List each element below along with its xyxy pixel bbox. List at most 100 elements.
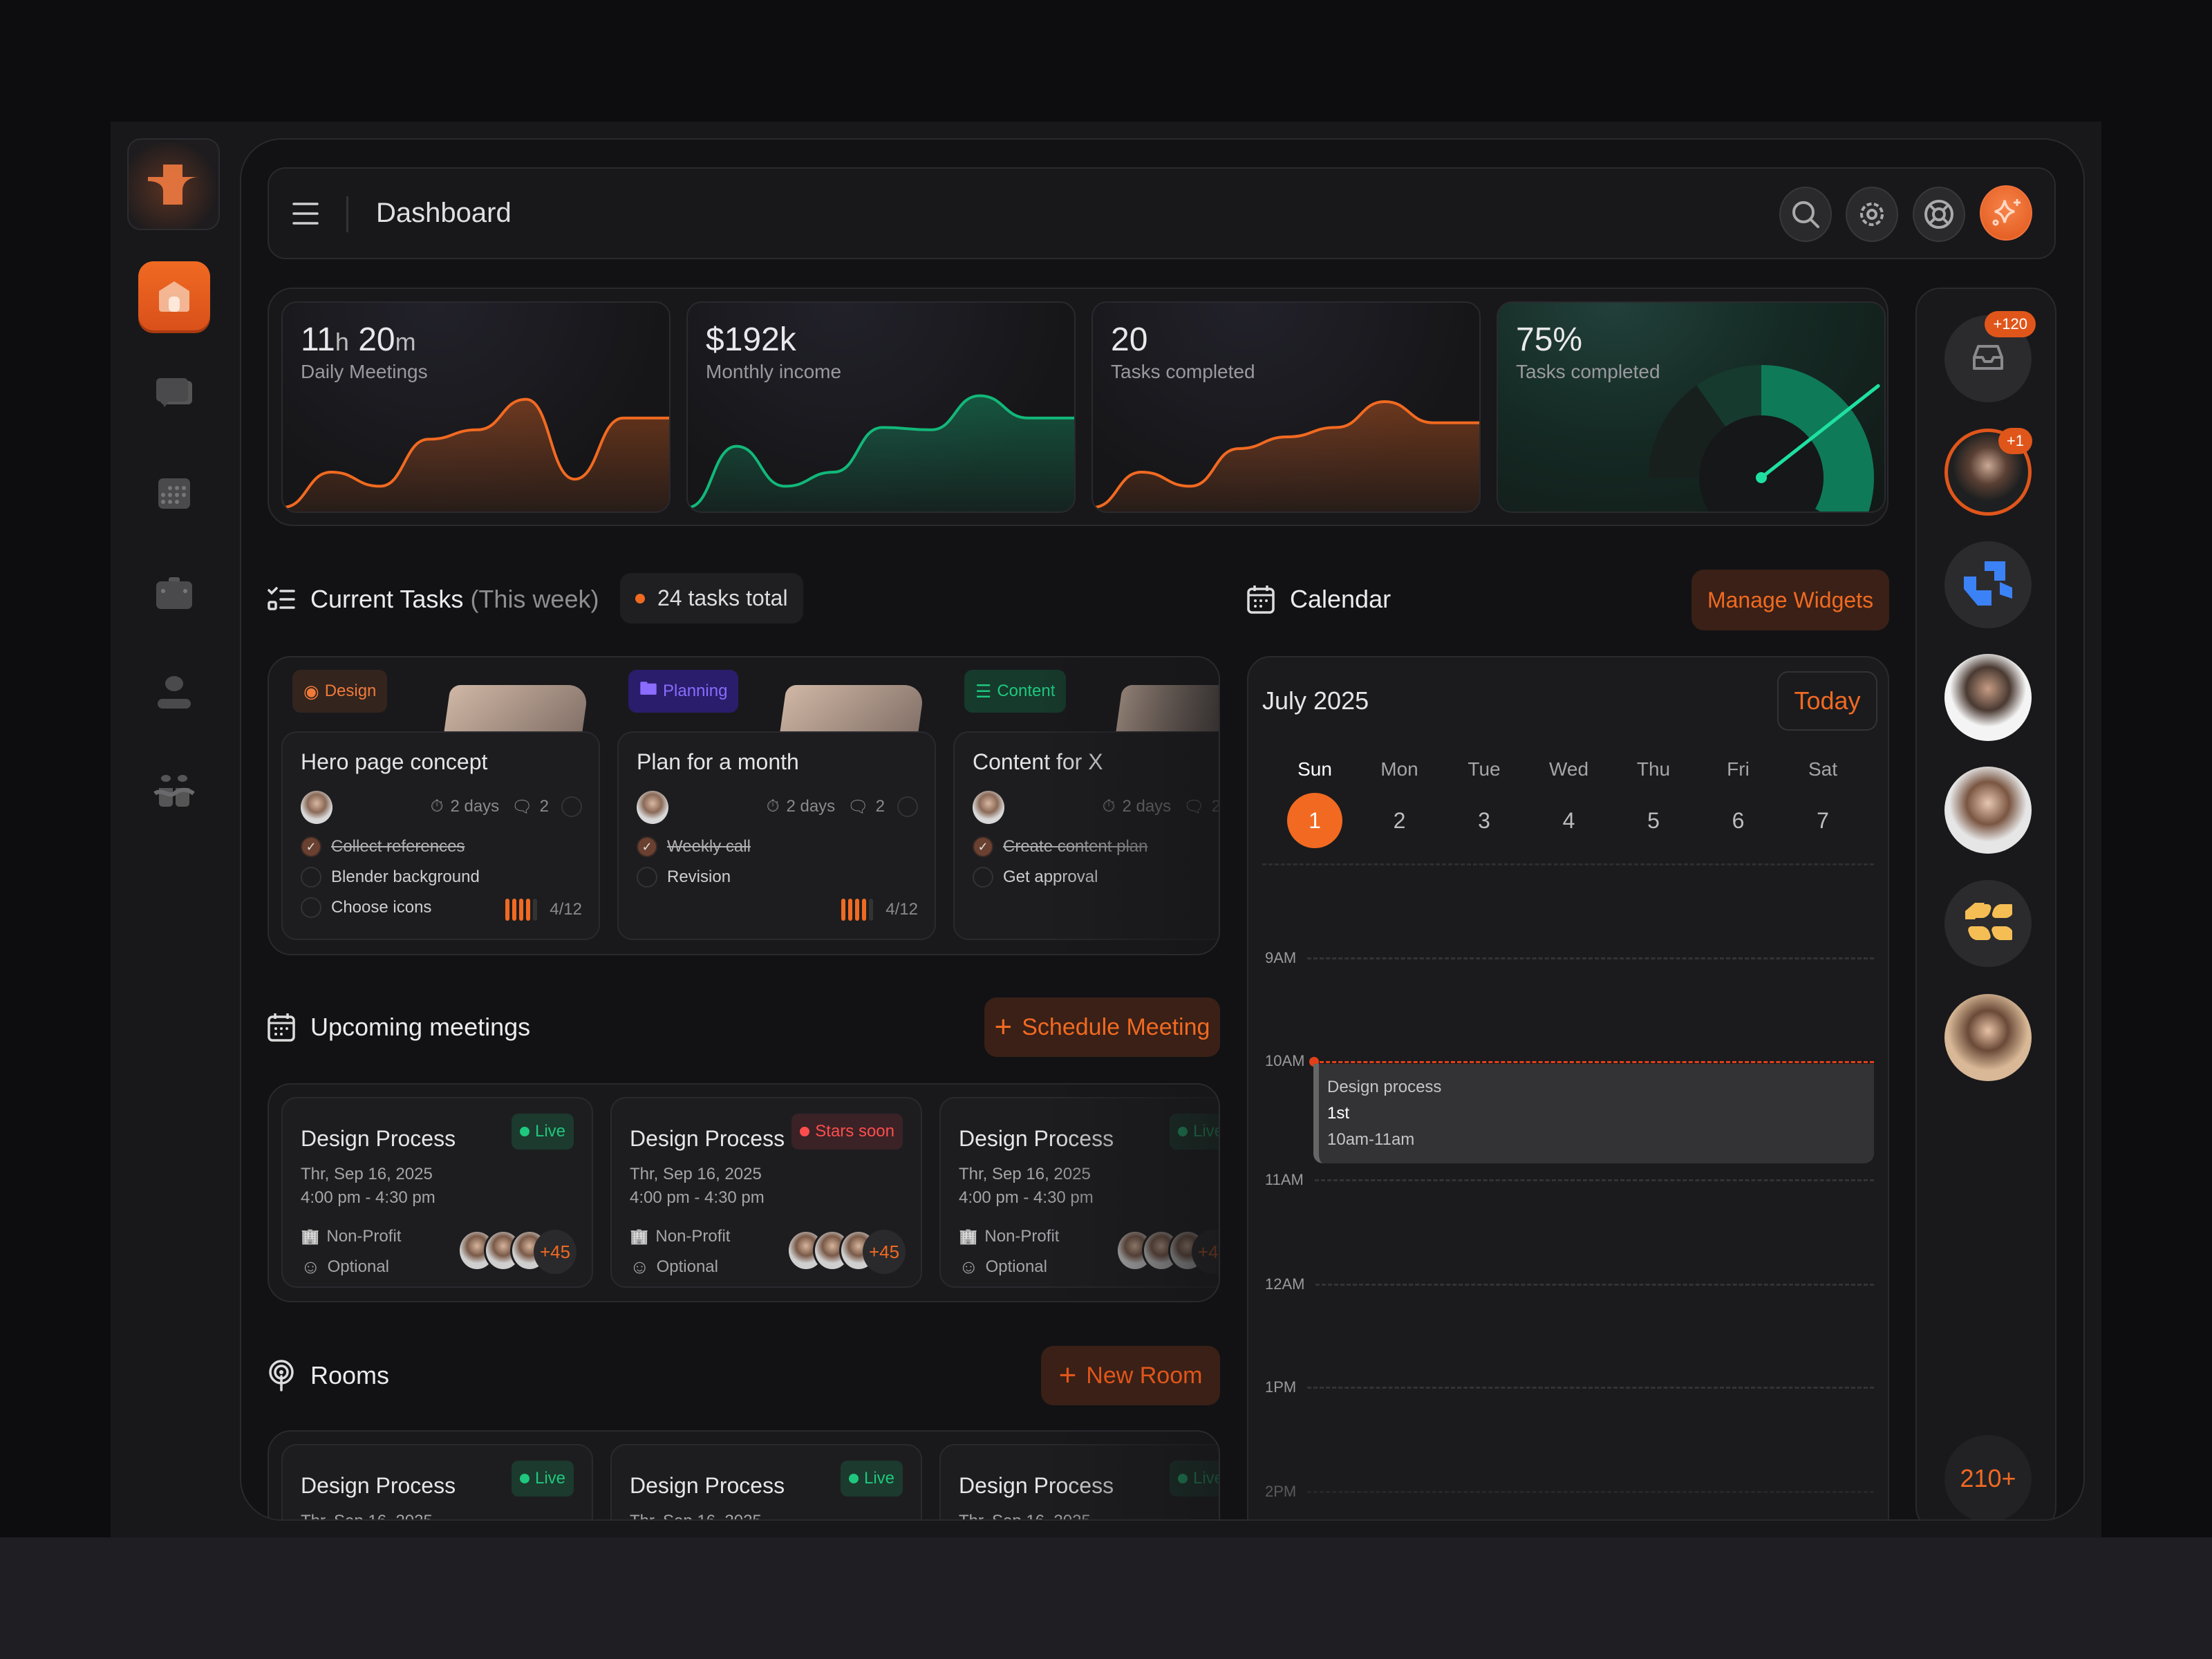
user-avatar[interactable] — [1944, 994, 2032, 1081]
day-number: 1 — [1309, 808, 1321, 833]
task-complete-toggle[interactable] — [561, 796, 582, 817]
sidebar-item-home[interactable] — [138, 261, 210, 330]
meeting-attendance: ☺ Optional — [630, 1256, 718, 1278]
day-cell[interactable]: 7 — [1795, 793, 1850, 848]
user-avatar[interactable]: +1 — [1944, 428, 2032, 516]
sidebar-item-chat[interactable] — [138, 360, 210, 429]
new-room-button[interactable]: + New Room — [1041, 1346, 1220, 1405]
checkbox[interactable]: ✓ — [301, 836, 321, 857]
task-complete-toggle[interactable] — [897, 796, 918, 817]
room-card[interactable]: Design Process Live Thr, Sep 16, 2025 — [281, 1444, 593, 1519]
app-blue-button[interactable] — [1944, 541, 2032, 628]
status-badge: Live — [840, 1461, 903, 1497]
task-card[interactable]: Hero page concept ⏱ 2 days 🗨 2 ✓ Collect refer… — [281, 731, 600, 940]
lifebuoy-icon — [1924, 200, 1953, 229]
checkbox[interactable] — [637, 867, 657, 888]
search-button[interactable] — [1779, 187, 1832, 242]
user-avatar[interactable] — [1944, 767, 2032, 854]
settings-button[interactable] — [1846, 187, 1898, 242]
plus-icon: + — [1058, 1358, 1077, 1392]
attendee-stack[interactable]: +45 — [458, 1230, 577, 1274]
stat-card: $192k Monthly income — [686, 301, 1076, 513]
task-card[interactable]: Plan for a month ⏱ 2 days 🗨 2 ✓ Weekly call Rev… — [617, 731, 936, 940]
checkbox[interactable]: ✓ — [973, 836, 993, 857]
task-card[interactable]: Content for X ⏱ 2 days 🗨 2 ✓ Create content pl… — [953, 731, 1219, 940]
help-button[interactable] — [1913, 187, 1965, 242]
day-cell[interactable]: 3 — [1456, 793, 1512, 848]
stats-row: 11h 20m Daily Meetings $192k Monthly income… — [268, 288, 1888, 526]
day-cell[interactable]: 1 — [1287, 793, 1342, 848]
checklist-item[interactable]: Revision — [637, 867, 731, 888]
checklist-item[interactable]: Choose icons — [301, 897, 431, 918]
room-card[interactable]: Design Process Live Thr, Sep 16, 2025 — [939, 1444, 1219, 1519]
sidebar-item-team[interactable] — [138, 758, 210, 827]
checklist-item[interactable]: Blender background — [301, 867, 480, 888]
assignee-avatar[interactable] — [637, 791, 668, 824]
attendee-stack[interactable]: +45 — [1116, 1230, 1219, 1274]
task-meta: ⏱ 2 days 🗨 2 — [431, 796, 582, 817]
day-number: 6 — [1732, 808, 1745, 833]
user-avatar[interactable] — [1944, 654, 2032, 741]
hour-line — [1307, 1490, 1874, 1493]
meeting-card[interactable]: Design Process Live Thr, Sep 16, 2025 4:00 … — [939, 1097, 1219, 1288]
sparkline-line — [688, 394, 1074, 509]
assignee-avatar[interactable] — [973, 791, 1004, 824]
status-dot — [800, 1127, 810, 1136]
meetings-list: Design Process Live Thr, Sep 16, 2025 4:00 … — [268, 1083, 1220, 1302]
attendee-stack[interactable]: +45 — [787, 1230, 906, 1274]
inbox-button[interactable]: +120 — [1944, 311, 2036, 402]
checkbox[interactable]: ✓ — [637, 836, 657, 857]
menu-icon[interactable] — [292, 202, 319, 225]
user-icon — [158, 676, 191, 709]
day-cell[interactable]: 6 — [1711, 793, 1766, 848]
assignee-avatar[interactable] — [301, 791, 332, 824]
ai-assistant-button[interactable] — [1980, 185, 2032, 241]
room-card[interactable]: Design Process Live Thr, Sep 16, 2025 — [610, 1444, 922, 1519]
day-cell[interactable]: 2 — [1372, 793, 1427, 848]
task-meta: ⏱ 2 days 🗨 2 — [767, 796, 918, 817]
meeting-card[interactable]: Design Process Live Thr, Sep 16, 2025 4:00 … — [281, 1097, 593, 1288]
tasks-title: Current Tasks — [310, 585, 464, 613]
calendar-event[interactable]: Design process 1st 10am-11am — [1313, 1064, 1874, 1163]
checklist-item[interactable]: ✓ Create content plan — [973, 836, 1147, 857]
task-tag[interactable]: 🖿 Planning — [628, 670, 739, 713]
meeting-org-label: Non-Profit — [326, 1227, 402, 1246]
task-title: Content for X — [973, 749, 1103, 774]
meeting-org: 🏢 Non-Profit — [630, 1227, 730, 1246]
stat-card: 75% Tasks completed — [1497, 301, 1886, 513]
task-tag[interactable]: ☰ Content — [964, 670, 1067, 713]
task-tag[interactable]: ◉ Design — [292, 670, 388, 713]
checklist-item[interactable]: Get approval — [973, 867, 1098, 888]
progress-text: 4/12 — [550, 900, 582, 919]
meeting-card[interactable]: Design Process Stars soon Thr, Sep 16, 202… — [610, 1097, 922, 1288]
app-yellow-button[interactable] — [1944, 880, 2032, 967]
sidebar-item-briefcase[interactable] — [138, 559, 210, 628]
checkbox[interactable] — [973, 867, 993, 888]
home-icon — [159, 281, 189, 312]
day-cell[interactable]: 4 — [1541, 793, 1597, 848]
broadcast-icon — [269, 1360, 294, 1391]
sidebar-item-calendar[interactable] — [138, 459, 210, 528]
checkbox[interactable] — [301, 867, 321, 888]
brand-logo[interactable] — [127, 138, 220, 230]
schedule-meeting-button[interactable]: + Schedule Meeting — [984, 997, 1220, 1057]
sidebar-item-profile[interactable] — [138, 658, 210, 727]
status-label: Live — [863, 1469, 894, 1488]
day-cell[interactable]: 5 — [1626, 793, 1681, 848]
checklist-item-label: Blender background — [331, 868, 480, 886]
today-button[interactable]: Today — [1777, 671, 1877, 731]
comment-icon: 🗨 — [512, 797, 533, 816]
checklist-item[interactable]: ✓ Weekly call — [637, 836, 751, 857]
sparkline-chart — [283, 397, 669, 512]
status-dot — [848, 1474, 859, 1483]
task-title: Hero page concept — [301, 749, 488, 774]
calendar-header: Calendar — [1247, 582, 1391, 617]
more-contacts-button[interactable]: 210+ — [1944, 1435, 2032, 1519]
rooms-header: Rooms — [268, 1358, 389, 1393]
checkbox[interactable] — [301, 897, 321, 918]
status-badge: Live — [1169, 1461, 1219, 1497]
checklist-icon — [268, 587, 295, 610]
checklist-item[interactable]: ✓ Collect references — [301, 836, 465, 857]
manage-widgets-button[interactable]: Manage Widgets — [1691, 570, 1889, 630]
